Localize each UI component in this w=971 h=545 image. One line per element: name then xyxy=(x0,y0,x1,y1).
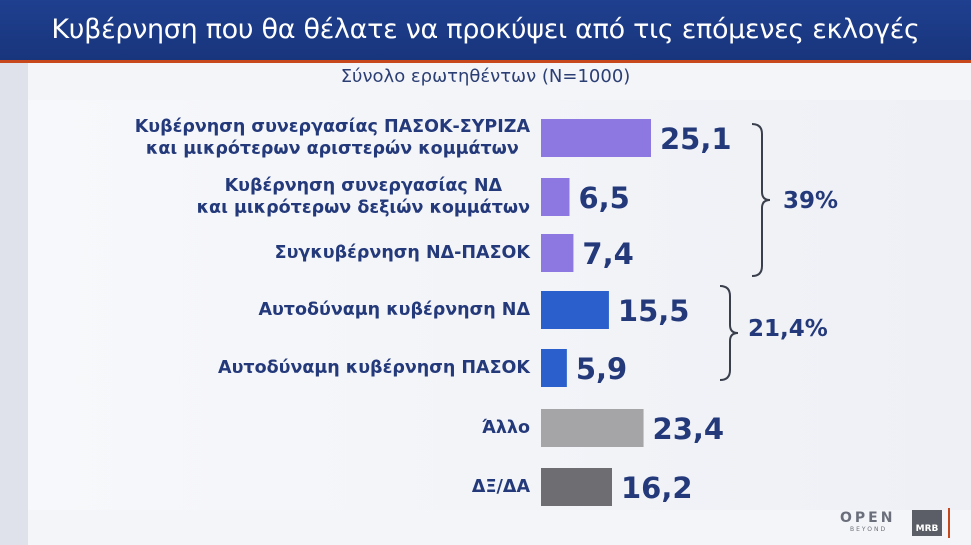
category-label-line: Συγκυβέρνηση ΝΔ-ΠΑΣΟΚ xyxy=(274,243,530,263)
bar-6 xyxy=(541,468,612,506)
category-label-6: ΔΞ/ΔΑ xyxy=(472,476,530,498)
open-logo-sub: BEYOND xyxy=(850,526,888,533)
value-label-3: 15,5 xyxy=(618,294,690,328)
category-label-line: και μικρότερων αριστερών κομμάτων xyxy=(145,139,519,159)
chart-panel xyxy=(28,100,971,510)
open-logo: OPEN xyxy=(840,510,896,526)
category-label-line: Αυτοδύναμη κυβέρνηση ΠΑΣΟΚ xyxy=(218,358,530,378)
left-sidebar xyxy=(0,63,28,545)
category-label-1: Κυβέρνηση συνεργασίας ΝΔ και μικρότερων δ… xyxy=(197,175,530,219)
category-label-0: Κυβέρνηση συνεργασίας ΠΑΣΟΚ-ΣΥΡΙΖΑ και μι… xyxy=(135,116,530,160)
bar-4 xyxy=(541,349,567,387)
value-label-6: 16,2 xyxy=(621,471,693,505)
bar-0 xyxy=(541,119,651,157)
value-label-4: 5,9 xyxy=(576,352,627,386)
category-label-line: Κυβέρνηση συνεργασίας ΠΑΣΟΚ-ΣΥΡΙΖΑ xyxy=(134,117,530,137)
category-label-4: Αυτοδύναμη κυβέρνηση ΠΑΣΟΚ xyxy=(218,357,530,379)
category-label-3: Αυτοδύναμη κυβέρνηση ΝΔ xyxy=(258,299,530,321)
bar-2 xyxy=(541,234,574,272)
value-label-2: 7,4 xyxy=(582,237,633,271)
chart-subtitle: Σύνολο ερωτηθέντων (N=1000) xyxy=(340,66,631,87)
value-label-1: 6,5 xyxy=(578,181,629,215)
category-label-line: Κυβέρνηση συνεργασίας ΝΔ xyxy=(224,176,503,196)
category-label-line: Άλλο xyxy=(481,418,530,438)
category-label-2: Συγκυβέρνηση ΝΔ-ΠΑΣΟΚ xyxy=(275,242,530,264)
category-label-line: και μικρότερων δεξιών κομμάτων xyxy=(196,198,530,218)
group-bracket-0 xyxy=(751,123,771,277)
bar-1 xyxy=(541,178,570,216)
value-label-5: 23,4 xyxy=(653,412,725,446)
logo-accent-line xyxy=(948,508,950,538)
mrb-logo: MRB xyxy=(912,510,942,536)
value-label-0: 25,1 xyxy=(660,122,732,156)
category-label-line: ΔΞ/ΔΑ xyxy=(471,477,530,497)
title-accent-line xyxy=(0,60,971,63)
bar-3 xyxy=(541,291,609,329)
group-label-0: 39% xyxy=(783,188,839,214)
category-label-5: Άλλο xyxy=(482,417,530,439)
bar-5 xyxy=(541,409,644,447)
group-bracket-1 xyxy=(719,285,739,381)
chart-title: Κυβέρνηση που θα θέλατε να προκύψει από … xyxy=(0,0,971,60)
category-label-line: Αυτοδύναμη κυβέρνηση ΝΔ xyxy=(258,300,530,320)
group-label-1: 21,4% xyxy=(748,316,828,342)
